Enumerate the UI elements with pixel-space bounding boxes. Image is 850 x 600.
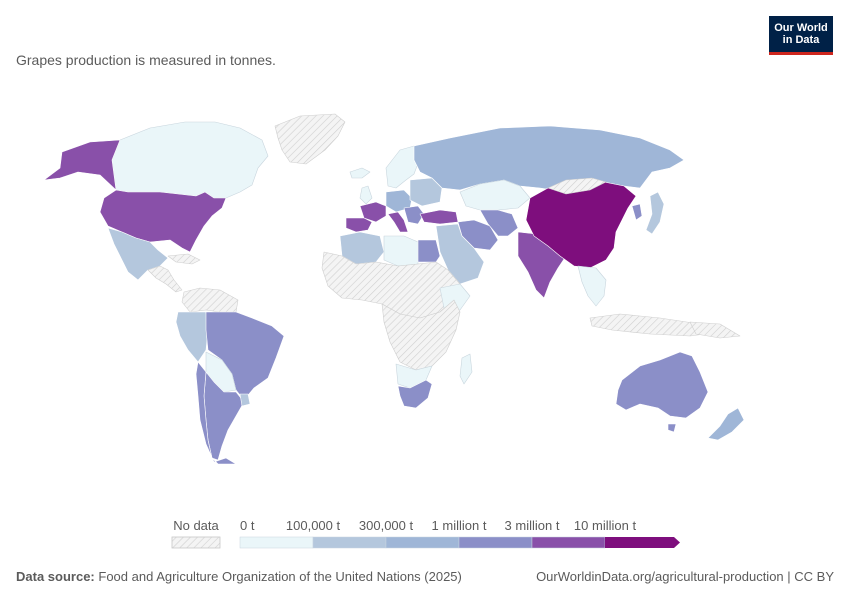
region-united-kingdom[interactable] (359, 185, 373, 205)
legend-bin-1 (312, 536, 387, 549)
region-papua-new-guinea[interactable] (689, 321, 741, 339)
region-russia[interactable] (413, 125, 685, 193)
region-brazil[interactable] (205, 311, 285, 401)
region-chile[interactable] (195, 361, 237, 465)
legend-tick-label-5: 10 million t (574, 518, 637, 533)
region-southeast-asia[interactable] (577, 265, 607, 307)
region-australia[interactable] (615, 351, 709, 419)
region-scandinavia[interactable] (385, 145, 421, 189)
color-legend: No data 0 t 100,000 t 300,000 t 1 million t… (171, 518, 680, 549)
logo-accent-bar (769, 52, 833, 55)
logo-line-2: in Data (782, 34, 820, 46)
region-canada[interactable] (111, 121, 269, 199)
logo-line-1: Our World (774, 22, 828, 34)
legend-tick-label-4: 3 million t (505, 518, 560, 533)
legend-bin-2 (385, 536, 460, 549)
region-italy[interactable] (387, 211, 409, 233)
region-libya[interactable] (383, 235, 419, 267)
owid-logo[interactable]: Our World in Data (769, 16, 833, 55)
region-peru[interactable] (175, 311, 209, 363)
legend-bin-3 (458, 536, 533, 549)
region-greenland[interactable] (274, 113, 346, 165)
region-egypt[interactable] (417, 239, 441, 263)
region-spain[interactable] (345, 217, 373, 233)
region-uruguay[interactable] (239, 393, 251, 407)
region-south-africa[interactable] (397, 379, 433, 409)
legend-no-data-swatch (171, 536, 221, 549)
legend-bin-5 (605, 537, 680, 548)
region-madagascar[interactable] (459, 353, 473, 385)
legend-tick-label-1: 100,000 t (286, 518, 341, 533)
region-middle-east[interactable] (435, 223, 485, 285)
region-turkey[interactable] (419, 209, 459, 225)
data-source-text: Food and Agriculture Organization of the… (98, 569, 462, 584)
region-afghanistan[interactable] (479, 209, 519, 237)
legend-tick-label-3: 1 million t (432, 518, 487, 533)
region-alaska[interactable] (43, 139, 121, 191)
legend-no-data-label: No data (173, 518, 219, 533)
chart-subtitle: Grapes production is measured in tonnes. (16, 52, 276, 68)
region-tasmania[interactable] (667, 423, 677, 433)
region-mongolia[interactable] (547, 177, 607, 195)
region-iceland[interactable] (349, 167, 371, 179)
region-northern-south-america[interactable] (181, 287, 239, 313)
world-map (43, 113, 745, 465)
region-central-africa[interactable] (381, 299, 461, 371)
region-caribbean[interactable] (167, 253, 201, 265)
legend-tick-label-2: 300,000 t (359, 518, 414, 533)
data-source: Data source: Food and Agriculture Organi… (16, 569, 462, 584)
data-source-label: Data source: (16, 569, 95, 584)
legend-bin-4 (531, 536, 606, 549)
region-new-zealand[interactable] (707, 407, 745, 441)
region-korea[interactable] (631, 203, 643, 221)
region-united-states[interactable] (99, 189, 227, 253)
legend-tick-label-0: 0 t (240, 518, 255, 533)
url-license[interactable]: OurWorldinData.org/agricultural-producti… (536, 569, 834, 584)
region-central-america[interactable] (147, 265, 183, 293)
region-balkans[interactable] (403, 205, 425, 225)
region-japan[interactable] (645, 191, 665, 235)
region-kazakhstan[interactable] (459, 179, 531, 211)
region-ethiopia[interactable] (439, 283, 471, 311)
legend-bin-0 (239, 536, 314, 549)
